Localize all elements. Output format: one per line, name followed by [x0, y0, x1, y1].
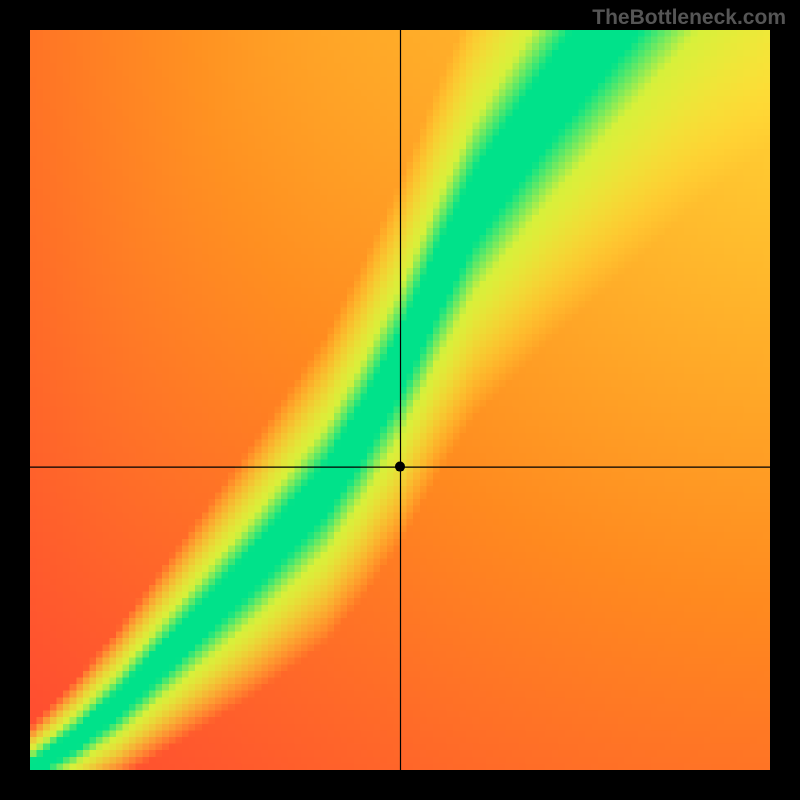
chart-frame: TheBottleneck.com: [0, 0, 800, 800]
watermark-text: TheBottleneck.com: [592, 6, 786, 30]
crosshair-overlay: [0, 0, 800, 800]
